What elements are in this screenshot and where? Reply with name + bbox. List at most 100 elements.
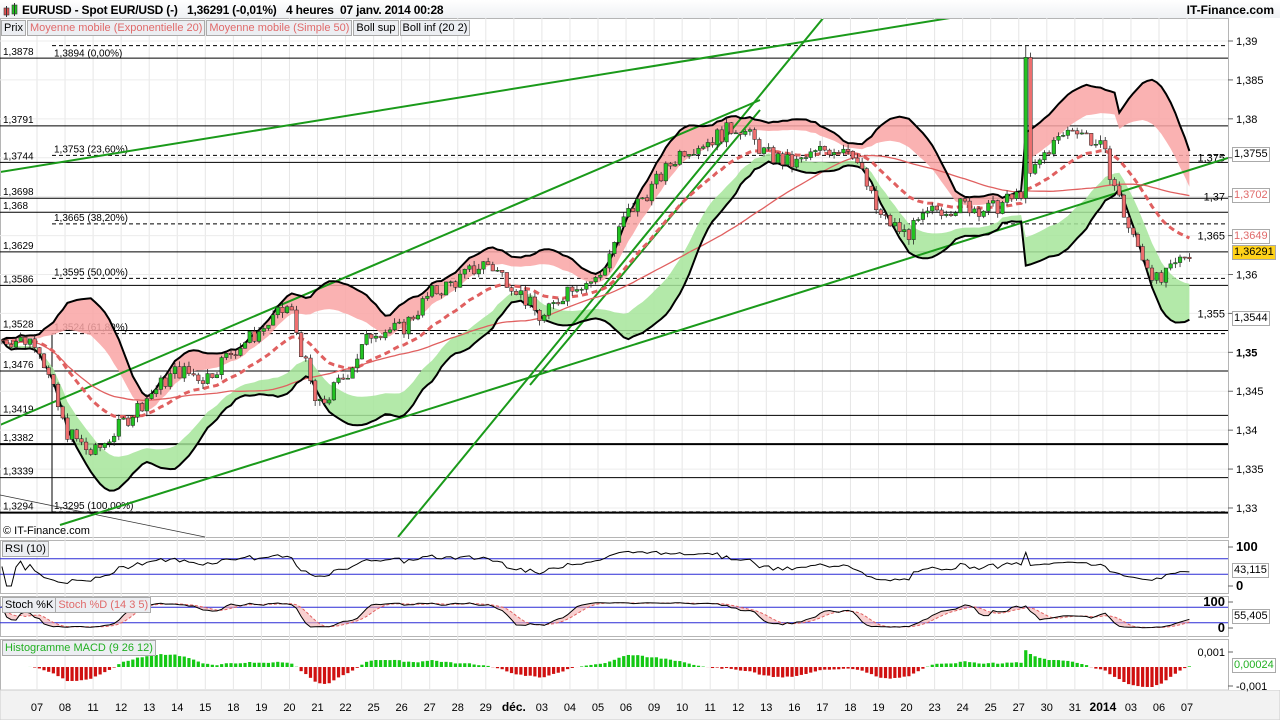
legend-price[interactable]: Prix: [1, 20, 26, 36]
macd-bar: [729, 667, 733, 669]
legend-boll-sup[interactable]: Boll sup: [353, 20, 399, 36]
candle-up: [219, 357, 224, 375]
candle-down: [967, 200, 972, 214]
rsi-label[interactable]: RSI (10): [2, 541, 49, 557]
macd-bar: [874, 667, 878, 677]
candle-down: [322, 398, 327, 404]
macd-bar: [790, 667, 794, 677]
macd-bar: [954, 663, 958, 667]
legend-ema20[interactable]: Moyenne mobile (Exponentielle 20): [26, 20, 206, 36]
macd-bar: [734, 667, 738, 670]
candle-up: [841, 148, 846, 154]
macd-bar: [145, 656, 149, 667]
candle-up: [102, 443, 107, 448]
macd-bar: [720, 667, 724, 669]
candle-down: [60, 406, 65, 419]
macd-bar: [809, 667, 813, 673]
macd-bar: [1155, 667, 1159, 686]
macd-bar: [89, 667, 93, 679]
x-tick-label: 09: [648, 702, 660, 714]
candle-up: [733, 132, 738, 135]
candle-down: [453, 281, 458, 288]
stoch-d-label[interactable]: Stoch %D (14 3 5): [55, 598, 150, 612]
rsi-last-value: 43,115: [1232, 563, 1269, 578]
macd-bar: [336, 667, 341, 678]
candle-up: [93, 444, 98, 455]
macd-bar: [1127, 667, 1131, 685]
candle-down: [846, 148, 851, 152]
candle-up: [345, 377, 350, 380]
macd-bar: [163, 654, 168, 667]
x-tick-label: 28: [452, 702, 464, 714]
x-tick-label: 18: [227, 702, 239, 714]
macd-bar: [103, 667, 107, 673]
candle-down: [126, 417, 131, 426]
x-tick-label: 21: [311, 702, 323, 714]
macd-bar: [509, 667, 514, 674]
candle-up: [205, 373, 210, 384]
x-tick-label: 05: [592, 702, 604, 714]
candle-up: [331, 382, 336, 401]
candle-up: [743, 131, 748, 135]
macd-bar: [622, 656, 626, 667]
candle-up: [546, 303, 551, 316]
candle-down: [228, 353, 234, 355]
macd-bar: [458, 663, 462, 667]
candle-up: [616, 226, 622, 243]
macd-label[interactable]: Histogramme MACD (9 26 12): [2, 640, 156, 656]
macd-bar: [1122, 667, 1126, 682]
level-label: 1,3629: [3, 241, 34, 252]
macd-bar: [1150, 667, 1154, 687]
macd-bar: [140, 657, 144, 667]
macd-bar: [626, 654, 630, 667]
macd-bar: [220, 664, 224, 667]
macd-bar: [70, 667, 74, 681]
candle-down: [308, 357, 313, 382]
candle-up: [803, 157, 809, 159]
chart-title: EURUSD - Spot EUR/USD (-) 1,36291 (-0,01…: [22, 3, 444, 17]
candle-down: [472, 265, 477, 275]
macd-bar: [1042, 658, 1047, 667]
macd-bar: [42, 667, 46, 671]
candle-up: [350, 367, 355, 379]
macd-bar: [696, 665, 701, 667]
macd-bar: [467, 663, 472, 667]
candle-down: [65, 417, 70, 440]
candle-down: [514, 290, 519, 295]
candle-down: [1117, 185, 1122, 196]
candle-up: [481, 261, 486, 270]
boll-sup-line: [1, 78, 1191, 398]
candle-down: [369, 333, 374, 339]
macd-bar: [1052, 659, 1056, 667]
candle-down: [710, 142, 715, 146]
macd-bar: [1080, 664, 1084, 667]
macd-bar: [851, 667, 855, 670]
candle-up: [542, 314, 547, 321]
candle-up: [1042, 152, 1047, 161]
macd-bar: [1047, 660, 1051, 667]
macd-bar: [996, 663, 1000, 667]
macd-bar: [505, 667, 509, 672]
macd-bar: [379, 660, 383, 667]
candle-up: [476, 268, 481, 275]
candle-up: [920, 212, 925, 220]
macd-bar: [678, 661, 682, 667]
legend-sma50[interactable]: Moyenne mobile (Simple 50): [206, 20, 353, 36]
main-plot: [1, 19, 1228, 537]
x-tick-label: 19: [872, 702, 884, 714]
candle-up: [832, 152, 837, 156]
candle-up: [799, 157, 804, 160]
x-tick-label: 07: [1181, 702, 1193, 714]
candle-down: [1047, 152, 1052, 155]
macd-bar: [439, 661, 443, 667]
candle-up: [598, 274, 603, 278]
legend-boll-inf[interactable]: Boll inf (20 2): [399, 20, 471, 36]
candle-up: [649, 183, 654, 202]
candle-up: [462, 268, 467, 275]
candle-up: [953, 212, 958, 216]
stoch-k-label[interactable]: Stoch %K: [5, 599, 54, 611]
macd-bar: [664, 658, 668, 667]
candle-up: [1168, 263, 1173, 269]
candle-down: [860, 162, 865, 169]
